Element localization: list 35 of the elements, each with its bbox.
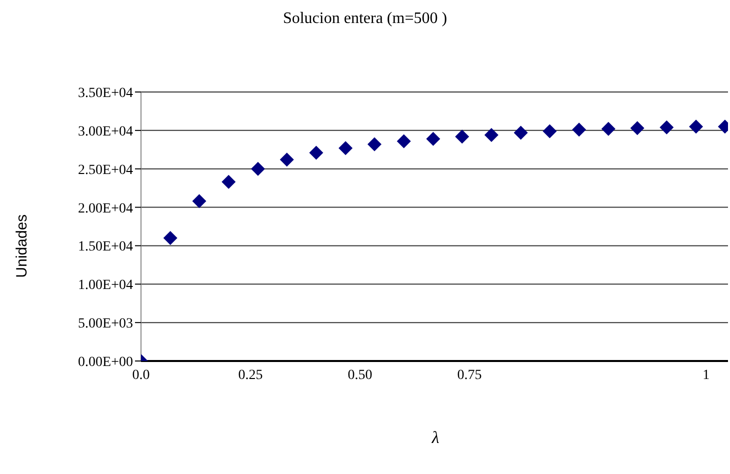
y-tick-label: 1.00E+04	[78, 278, 133, 294]
x-tick-label: 1	[702, 368, 710, 383]
y-tick-label: 5.00E+03	[78, 316, 133, 332]
point	[280, 152, 294, 167]
x-tick-label: 0.0	[132, 368, 150, 383]
x-tick-label: 0.25	[238, 368, 263, 383]
point	[309, 146, 324, 160]
point	[484, 128, 498, 142]
y-tick-label: 1.50E+04	[78, 240, 133, 255]
y-tick-label: 2.50E+04	[78, 162, 133, 178]
x-axis-title: λ	[430, 428, 440, 448]
x-tick-label: 0.50	[348, 368, 372, 383]
point	[426, 132, 440, 146]
y-axis-title: Unidades	[14, 214, 30, 278]
point	[660, 120, 674, 134]
y-tick-label: 0.00E+00	[78, 354, 133, 370]
point	[367, 137, 382, 152]
chart-title: Solucion entera (m=500 )	[282, 10, 448, 28]
x-tick-label: 0.75	[457, 368, 482, 383]
point	[601, 122, 616, 136]
point	[163, 231, 178, 246]
point	[222, 174, 236, 189]
y-tick-label: 3.00E+04	[78, 124, 133, 140]
point	[630, 121, 644, 136]
point	[250, 162, 265, 176]
point	[514, 126, 528, 140]
point	[689, 120, 704, 134]
y-tick-label: 2.00E+04	[78, 201, 133, 216]
point	[455, 130, 470, 144]
y-tick-label: 3.50E+04	[78, 86, 133, 101]
point	[192, 194, 206, 208]
point	[338, 141, 353, 156]
point	[396, 134, 411, 148]
point	[572, 122, 586, 137]
point	[542, 124, 557, 138]
